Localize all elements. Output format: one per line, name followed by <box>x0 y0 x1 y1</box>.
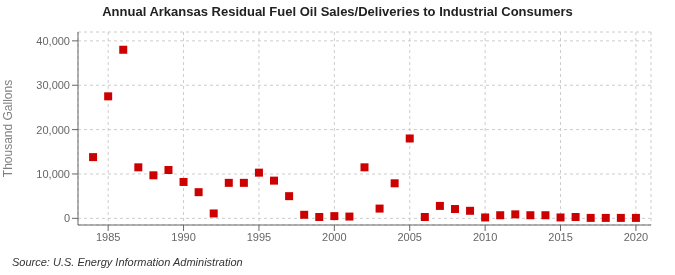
html-text:Annual Arkansas Residual Fuel: Annual Arkansas Residual Fuel Oil Sales/… <box>102 4 573 19</box>
svg-text:0: 0 <box>64 212 70 224</box>
svg-text:1995: 1995 <box>247 231 271 243</box>
svg-text:1990: 1990 <box>171 231 195 243</box>
svg-text:10,000: 10,000 <box>36 168 70 180</box>
svg-text:40,000: 40,000 <box>36 35 70 47</box>
svg-text:2005: 2005 <box>397 231 421 243</box>
svg-text:2015: 2015 <box>548 231 572 243</box>
svg-text:1985: 1985 <box>96 231 120 243</box>
svg-text:2010: 2010 <box>473 231 497 243</box>
svg-text:20,000: 20,000 <box>36 124 70 136</box>
svg-text:30,000: 30,000 <box>36 79 70 91</box>
svg-text:Thousand Gallons: Thousand Gallons <box>8 80 15 177</box>
svg-text:2020: 2020 <box>624 231 648 243</box>
svg-text:2000: 2000 <box>322 231 346 243</box>
html-text:Source: U.S. Energy Informatio: Source: U.S. Energy Information Administ… <box>12 256 243 268</box>
